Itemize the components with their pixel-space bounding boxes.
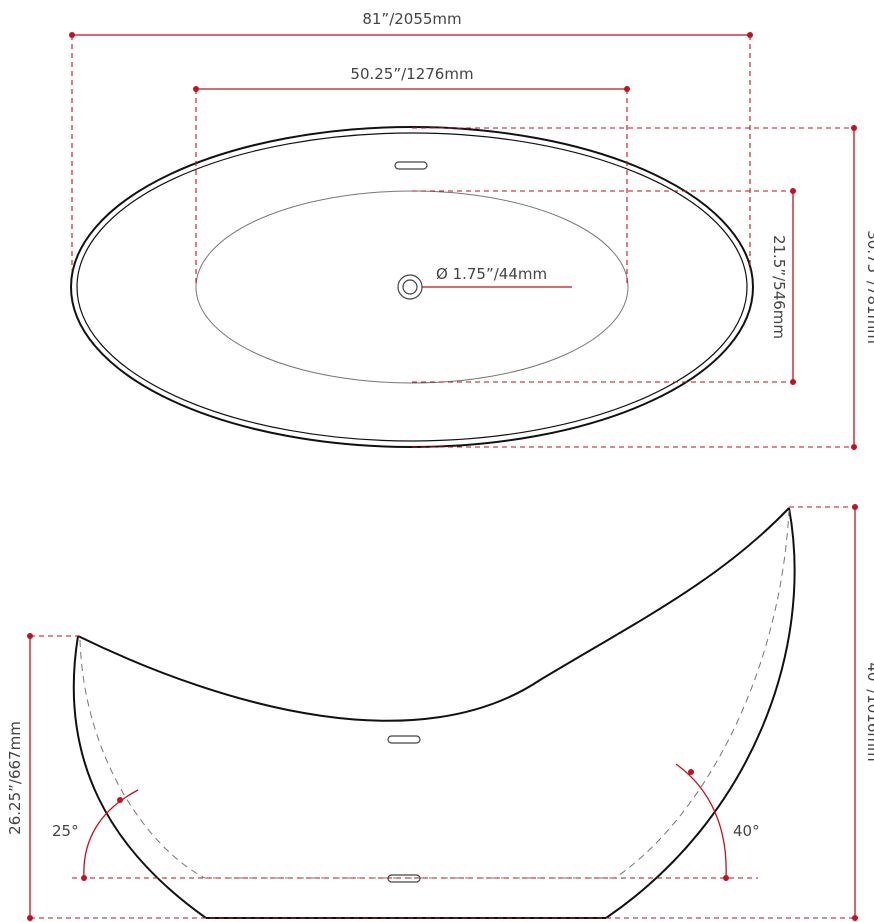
top-view: [70, 126, 754, 448]
left-angle-label: 25°: [52, 822, 79, 840]
drain-diameter-label: Ø 1.75”/44mm: [436, 265, 547, 283]
tub-inner-rim-line: [76, 132, 748, 442]
low-end-height-dimension: 26.25”/667mm: [6, 633, 854, 921]
drain-diameter-leader: Ø 1.75”/44mm: [422, 265, 572, 288]
interior-length-label: 50.25”/1276mm: [350, 65, 473, 83]
side-view: [72, 507, 796, 919]
right-angle-indicator: 40°: [675, 763, 760, 879]
overflow-slot: [394, 161, 428, 170]
high-end-height-label: 40”/1016mm: [864, 662, 874, 761]
tub-basin-hidden-line: [79, 509, 790, 879]
overall-length-label: 81”/2055mm: [362, 10, 461, 28]
overall-width-dimension: 30.75”/781mm: [412, 125, 874, 450]
left-angle-indicator: 25°: [52, 789, 139, 879]
low-end-height-label: 26.25”/667mm: [6, 721, 24, 835]
high-end-height-dimension: 40”/1016mm: [789, 504, 874, 921]
tub-left-wall: [72, 635, 207, 919]
side-overflow-slot: [387, 735, 421, 744]
drain-inner: [402, 279, 418, 295]
interior-length-dimension: 50.25”/1276mm: [193, 65, 630, 287]
right-angle-label: 40°: [733, 822, 760, 840]
overall-length-dimension: 81”/2055mm: [69, 10, 753, 270]
overall-width-label: 30.75”/781mm: [864, 230, 874, 344]
interior-width-label: 21.5”/546mm: [770, 235, 788, 339]
tub-rim-profile: [77, 507, 790, 722]
tub-outer-rim: [70, 126, 754, 448]
drain-outer: [397, 274, 423, 300]
interior-width-dimension: 21.5”/546mm: [412, 188, 796, 385]
tub-right-wall: [605, 507, 796, 919]
